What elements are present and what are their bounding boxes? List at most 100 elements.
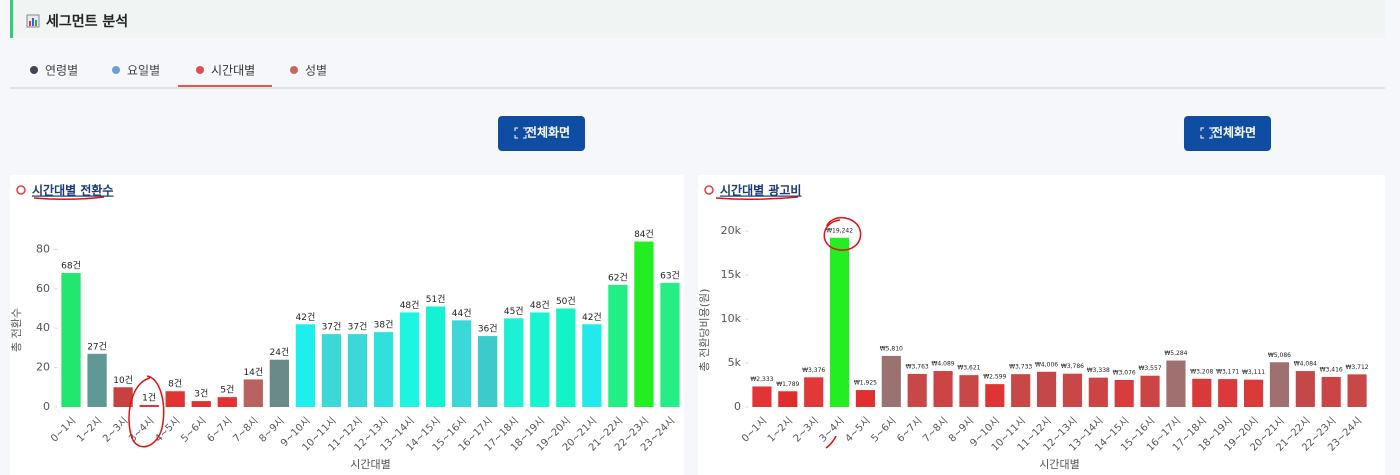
chart-title: 시간대별 광고비 [720,183,801,198]
data-label: ₩3,416 [1320,366,1343,373]
data-label: ₩4,089 [932,361,955,368]
data-label: ₩3,376 [802,367,825,374]
data-label: 27건 [87,341,107,352]
y-tick-label: 20 [36,361,50,374]
bar [1243,379,1264,407]
bar [504,318,524,407]
bar [933,371,953,407]
header-bar [10,0,1385,38]
bar [1192,378,1212,407]
data-label: 42건 [582,312,602,323]
y-tick-label: 10k [721,312,742,325]
bar [243,379,263,407]
data-label: 62건 [608,272,628,283]
data-label: 42건 [296,312,316,323]
bar [959,375,979,407]
bar [881,355,901,407]
y-tick-label: 15k [721,268,742,281]
tab[interactable]: 성별 [290,64,327,78]
bar [139,405,159,407]
data-label: 45건 [504,306,524,317]
data-label: ₩3,557 [1139,365,1162,372]
data-label: ₩3,338 [1087,367,1110,374]
fullscreen-button[interactable]: 전체화면 [498,116,585,151]
y-tick-label: 60 [36,282,50,295]
data-label: 38건 [374,320,394,331]
data-label: ₩1,925 [854,380,877,387]
data-label: ₩3,111 [1242,369,1265,376]
tab-icon [112,66,120,74]
data-label: 1건 [142,393,156,404]
tab[interactable]: 연령별 [30,64,78,78]
data-label: ₩5,086 [1268,352,1291,359]
tab-icon [290,66,298,74]
bar [61,273,81,407]
tab-label[interactable]: 요일별 [127,64,160,78]
data-label: ₩3,076 [1113,369,1136,376]
chart-panel [698,175,1385,475]
x-axis-title: 시간대별 [350,458,390,471]
tab[interactable]: 시간대별 [178,64,272,88]
bar [582,324,602,407]
data-label: ₩3,763 [906,363,929,370]
bar [855,390,876,407]
bar [985,384,1005,407]
data-label: ₩5,284 [1164,350,1187,357]
data-label: 68건 [61,261,81,272]
bar [1140,375,1160,407]
tab-label[interactable]: 연령별 [45,64,78,78]
tab-icon [30,66,38,74]
y-tick-label: 5k [728,356,742,369]
tab[interactable]: 요일별 [112,64,160,78]
header-title: 세그먼트 분석 [46,13,128,30]
bar [634,241,654,407]
bar [804,377,824,407]
x-axis-title: 시간대별 [1039,458,1079,471]
header-accent [10,0,13,38]
bar [1036,371,1057,407]
data-label: 10건 [113,375,133,386]
button-label[interactable]: 전체화면 [526,125,570,140]
data-label: 3건 [194,389,208,400]
bar [660,282,680,407]
data-label: ₩3,208 [1190,368,1213,375]
bar [113,387,133,407]
data-label: ₩4,084 [1294,361,1317,368]
button-label[interactable]: 전체화면 [1212,125,1256,140]
data-label: ₩4,006 [1035,361,1058,368]
data-label: 37건 [322,322,342,333]
bar [425,306,446,407]
bar [752,386,772,407]
bar [556,308,576,407]
fullscreen-button[interactable]: 전체화면 [1184,116,1271,151]
y-tick-label: 40 [36,321,50,334]
y-axis-title: 총 전환당비용(원) [698,289,711,372]
bar [1062,373,1083,407]
data-label: ₩3,712 [1346,364,1369,371]
data-label: ₩3,171 [1216,369,1239,376]
header-icon [26,14,40,28]
data-label: ₩5,810 [880,345,903,352]
data-label: 44건 [452,308,472,319]
data-label: ₩19,242 [826,227,853,234]
tab-label[interactable]: 성별 [305,64,327,78]
data-label: ₩3,621 [957,365,980,372]
bar [1088,377,1108,407]
data-label: ₩3,786 [1061,363,1084,370]
bar [608,284,628,407]
data-label: 63건 [660,270,680,281]
bar [399,312,420,407]
data-label: 37건 [348,322,368,333]
tab-label[interactable]: 시간대별 [211,64,255,78]
bar [907,373,927,407]
bar [1295,371,1315,407]
title-icon [704,185,714,195]
bar [1218,379,1238,407]
bar [1011,374,1031,407]
chart-title: 시간대별 전환수 [32,183,113,198]
bar [778,391,798,407]
bar [87,353,107,407]
bar [1269,362,1290,407]
